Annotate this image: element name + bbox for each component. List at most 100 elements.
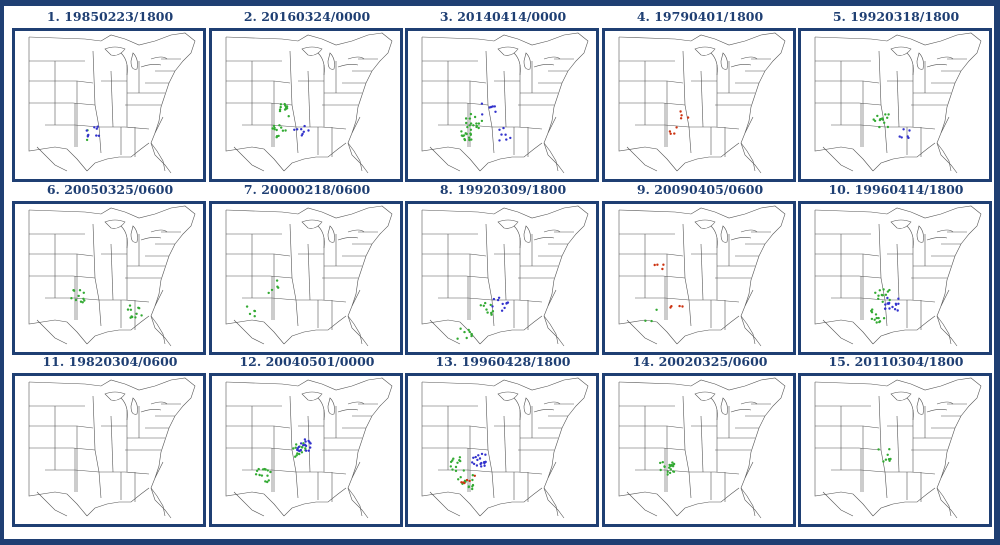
blue-report-dot (93, 126, 96, 129)
green-report-dot (254, 473, 258, 476)
red-report-dot (669, 306, 672, 309)
green-report-dot (449, 465, 452, 468)
green-report-dot (248, 312, 252, 316)
blue-report-dot (299, 442, 303, 445)
state-border (225, 210, 285, 345)
state-border (896, 243, 900, 301)
state-border (36, 319, 68, 345)
green-report-dot (870, 317, 874, 321)
state-border (130, 225, 138, 243)
green-report-dot (466, 125, 469, 129)
green-report-dot (298, 452, 301, 456)
state-border (29, 253, 94, 257)
green-report-dot (881, 294, 884, 297)
green-report-dot (267, 479, 270, 482)
state-border (710, 397, 718, 421)
blue-report-dot (477, 454, 480, 457)
us-map (421, 377, 589, 519)
state-border (503, 415, 507, 473)
state-border (533, 64, 555, 68)
blue-report-dot (886, 296, 889, 300)
us-map (421, 205, 589, 347)
map-frame (12, 201, 206, 355)
green-report-dot (471, 485, 474, 488)
green-report-dot (457, 478, 460, 481)
state-border (120, 397, 128, 421)
state-border (676, 142, 740, 172)
blue-report-dot (95, 134, 98, 137)
state-border (744, 116, 754, 134)
state-border (226, 102, 293, 106)
blue-report-dot (475, 464, 479, 467)
green-report-dot (295, 443, 298, 446)
green-report-dot (264, 480, 267, 483)
state-border (916, 225, 924, 243)
green-report-dot (296, 452, 299, 455)
blue-report-dot (300, 134, 303, 137)
green-report-dot (273, 126, 276, 130)
map-panel: 2. 20160324/0000 (209, 6, 405, 184)
us-map (28, 377, 196, 519)
us-map (814, 377, 982, 519)
state-border (822, 491, 854, 517)
state-border (289, 223, 299, 327)
state-border (225, 377, 393, 519)
map-frame (798, 28, 992, 182)
state-border (740, 315, 756, 345)
blue-report-dot (490, 105, 493, 109)
blue-report-dot (891, 305, 894, 309)
blue-report-dot (483, 464, 486, 467)
green-report-dot (464, 132, 467, 135)
green-report-dot (659, 468, 662, 472)
green-report-dot (477, 122, 481, 125)
green-report-dot (272, 124, 276, 128)
green-report-dot (458, 456, 462, 459)
state-border (890, 219, 912, 229)
green-report-dot (870, 311, 874, 314)
blue-report-dot (296, 447, 299, 450)
green-report-dot (138, 307, 141, 310)
panel-title: 13. 19960428/1800 (435, 354, 571, 369)
panel-title: 7. 20000218/0600 (243, 182, 371, 197)
state-border (626, 319, 658, 345)
blue-report-dot (900, 136, 903, 139)
state-border (513, 225, 521, 249)
blue-report-dot (484, 453, 487, 456)
map-frame (602, 201, 796, 355)
blue-report-dot (480, 465, 483, 468)
state-border (351, 289, 361, 307)
state-border (503, 70, 507, 128)
state-border (618, 32, 786, 174)
panel-title: 14. 20020325/0600 (632, 354, 768, 369)
green-report-dot (469, 122, 473, 125)
us-map (28, 205, 196, 347)
state-border (936, 487, 952, 517)
state-border (242, 297, 347, 303)
blue-report-dot (480, 452, 484, 456)
state-border (618, 377, 786, 519)
green-report-dot (276, 285, 279, 288)
green-report-dot (878, 320, 882, 323)
state-border (906, 225, 914, 249)
state-border (479, 315, 543, 345)
state-border (533, 409, 555, 413)
state-border (618, 210, 678, 345)
state-border (906, 397, 914, 421)
map-frame (798, 373, 992, 527)
state-border (421, 382, 481, 517)
green-report-dot (887, 458, 891, 461)
green-report-dot (875, 316, 878, 320)
state-border (421, 32, 589, 174)
blue-report-dot (303, 124, 306, 128)
green-report-dot (469, 133, 472, 136)
green-report-dot (887, 113, 890, 116)
state-border (28, 377, 196, 519)
panel-title: 2. 20160324/0000 (243, 9, 371, 24)
state-border (543, 487, 559, 517)
green-report-dot (74, 298, 78, 302)
green-report-dot (128, 304, 132, 307)
state-border (730, 237, 752, 241)
state-border (150, 487, 166, 517)
red-report-dot (661, 267, 664, 271)
green-report-dot (659, 461, 662, 465)
